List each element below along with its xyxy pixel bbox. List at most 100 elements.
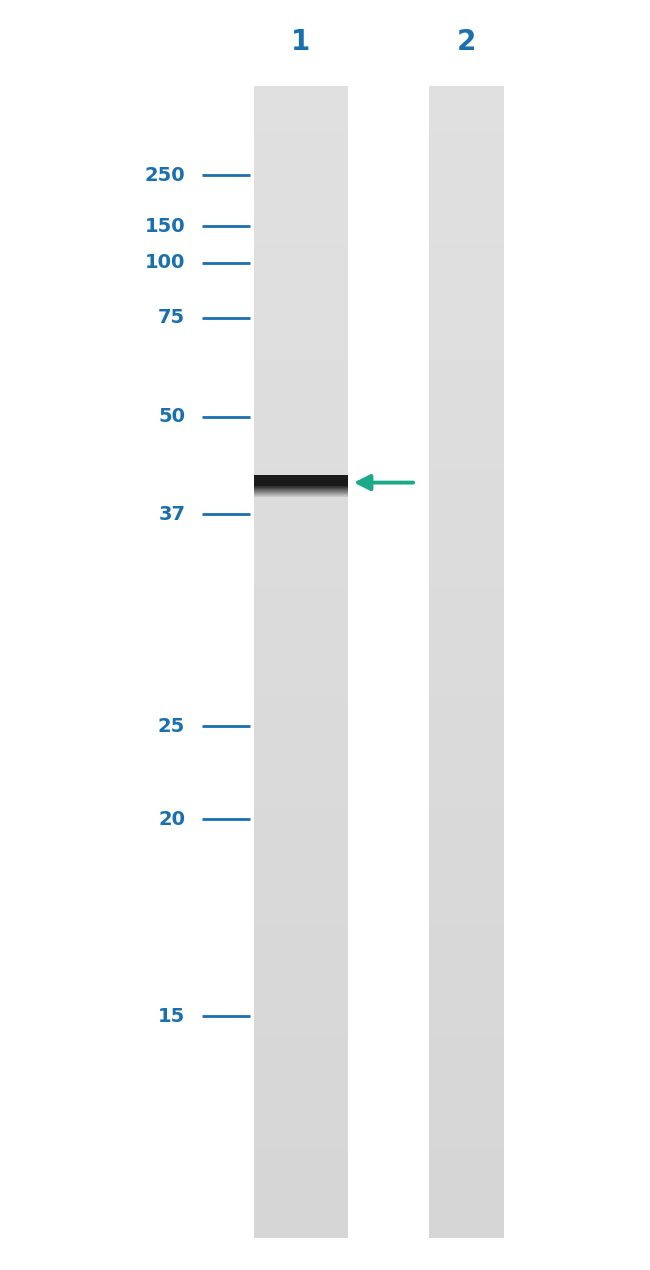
Bar	[429, 194, 504, 198]
Bar	[254, 682, 348, 686]
Bar	[429, 855, 504, 859]
Bar	[429, 1219, 504, 1223]
Bar	[429, 969, 504, 973]
Bar	[254, 210, 348, 213]
Bar	[254, 255, 348, 259]
Bar	[429, 290, 504, 293]
Bar	[254, 202, 348, 206]
Bar	[429, 90, 504, 94]
Bar	[429, 843, 504, 847]
Bar	[254, 1215, 348, 1219]
Bar	[429, 1223, 504, 1227]
Bar	[429, 363, 504, 367]
Bar	[429, 301, 504, 305]
Bar	[429, 663, 504, 667]
Bar	[429, 563, 504, 566]
Bar	[429, 1100, 504, 1104]
Bar	[254, 398, 348, 401]
Bar	[429, 904, 504, 908]
Bar	[254, 701, 348, 705]
Bar	[254, 559, 348, 563]
Bar	[254, 481, 348, 485]
Bar	[429, 1111, 504, 1115]
Bar	[254, 939, 348, 942]
Bar	[429, 151, 504, 155]
Bar	[429, 1130, 504, 1134]
Bar	[429, 297, 504, 301]
Bar	[429, 965, 504, 969]
Bar	[429, 547, 504, 551]
Bar	[254, 1119, 348, 1123]
Bar	[254, 1077, 348, 1081]
Bar	[254, 724, 348, 728]
Bar	[254, 593, 348, 597]
Bar	[254, 521, 348, 525]
Bar	[254, 758, 348, 762]
Bar	[429, 232, 504, 236]
Bar	[254, 1035, 348, 1039]
Bar	[254, 509, 348, 513]
Bar	[254, 828, 348, 832]
Bar	[254, 885, 348, 889]
Bar	[254, 121, 348, 124]
Bar	[429, 885, 504, 889]
Bar	[429, 1008, 504, 1012]
Bar	[429, 627, 504, 631]
Bar	[429, 620, 504, 624]
Bar	[254, 171, 348, 175]
Bar	[254, 309, 348, 312]
Bar	[429, 608, 504, 612]
Bar	[254, 1054, 348, 1058]
Bar	[254, 144, 348, 147]
Bar	[254, 678, 348, 682]
Bar	[254, 812, 348, 815]
Bar	[254, 1020, 348, 1024]
Bar	[429, 1107, 504, 1111]
Bar	[429, 671, 504, 674]
Bar	[254, 525, 348, 528]
Bar	[429, 1149, 504, 1153]
Bar	[429, 352, 504, 356]
Bar	[254, 390, 348, 394]
Bar	[254, 1107, 348, 1111]
Bar	[254, 766, 348, 770]
Bar	[429, 851, 504, 855]
Bar	[429, 1031, 504, 1035]
Bar	[254, 301, 348, 305]
Bar	[429, 1073, 504, 1077]
Bar	[429, 724, 504, 728]
Bar	[429, 954, 504, 958]
Bar	[254, 363, 348, 367]
Bar	[429, 646, 504, 650]
Bar	[254, 709, 348, 712]
Bar	[429, 796, 504, 800]
Bar	[429, 489, 504, 493]
Bar	[429, 950, 504, 954]
Bar	[429, 1050, 504, 1054]
Text: 2: 2	[457, 28, 476, 56]
Bar	[429, 1177, 504, 1181]
Bar	[254, 401, 348, 405]
Bar	[429, 210, 504, 213]
Bar	[254, 432, 348, 436]
Bar	[254, 540, 348, 544]
Bar	[254, 324, 348, 328]
Bar	[429, 132, 504, 136]
Bar	[254, 1016, 348, 1020]
Bar	[429, 263, 504, 267]
Bar	[254, 773, 348, 777]
Bar	[254, 240, 348, 244]
Bar	[254, 977, 348, 980]
Bar	[429, 190, 504, 194]
Bar	[429, 505, 504, 509]
Bar	[429, 147, 504, 151]
Bar	[254, 762, 348, 766]
Bar	[429, 751, 504, 754]
Bar	[254, 1185, 348, 1189]
Bar	[429, 309, 504, 312]
Bar	[254, 1062, 348, 1066]
Bar	[254, 386, 348, 390]
Bar	[429, 532, 504, 536]
Bar	[429, 267, 504, 271]
Bar	[254, 428, 348, 432]
